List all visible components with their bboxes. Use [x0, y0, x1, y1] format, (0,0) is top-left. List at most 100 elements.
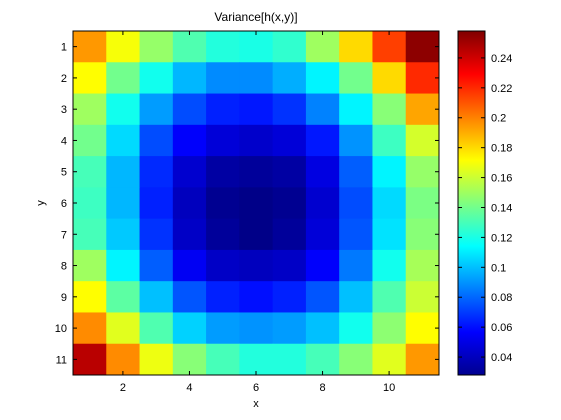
heatmap-cell: [339, 218, 373, 251]
heatmap-cell: [305, 62, 340, 95]
heatmap-cell: [239, 156, 274, 188]
heatmap-cell: [405, 31, 440, 63]
heatmap-cell: [106, 312, 141, 345]
heatmap-cell: [172, 281, 207, 313]
colorbar-tick-label: 0.24: [491, 53, 512, 65]
heatmap-cell: [405, 62, 440, 95]
heatmap-cell: [405, 312, 440, 345]
heatmap-cell: [172, 93, 207, 126]
heatmap-cell: [372, 281, 407, 313]
heatmap-cell: [305, 249, 340, 282]
heatmap-cell: [339, 281, 373, 313]
heatmap-cell: [206, 156, 240, 188]
heatmap-cell: [272, 156, 307, 188]
heatmap-cell: [172, 312, 207, 345]
heatmap-cell: [239, 31, 274, 63]
colorbar-tick-label: 0.12: [491, 232, 512, 244]
heatmap-cell: [305, 93, 340, 126]
heatmap-cell: [272, 281, 307, 313]
heatmap-cell: [272, 343, 307, 376]
heatmap-cell: [405, 249, 440, 282]
heatmap-cell: [272, 31, 307, 63]
heatmap-cell: [73, 62, 107, 95]
heatmap-cell: [139, 156, 174, 188]
x-tick-label: 4: [186, 382, 192, 394]
heatmap-cell: [139, 62, 174, 95]
heatmap-cell: [139, 249, 174, 282]
heatmap-cell: [206, 218, 240, 251]
heatmap-cell: [405, 281, 440, 313]
heatmap-cell: [405, 93, 440, 126]
heatmap-cell: [272, 249, 307, 282]
heatmap-cell: [172, 124, 207, 157]
heatmap-cell: [372, 124, 407, 157]
heatmap-cell: [339, 93, 373, 126]
heatmap-cell: [106, 249, 141, 282]
heatmap-cell: [405, 187, 440, 220]
x-axis-label: x: [253, 398, 259, 410]
colorbar-tick-label: 0.2: [491, 113, 506, 125]
y-axis-label: y: [35, 200, 47, 206]
heatmap-cell: [305, 124, 340, 157]
heatmap-cell: [139, 312, 174, 345]
heatmap-cell: [73, 31, 107, 63]
heatmap-cell: [73, 249, 107, 282]
heatmap-cell: [372, 343, 407, 376]
heatmap-cell: [339, 124, 373, 157]
heatmap-cell: [106, 281, 141, 313]
heatmap-cell: [139, 218, 174, 251]
heatmap-cell: [139, 124, 174, 157]
heatmap-cell: [305, 156, 340, 188]
heatmap-cell: [372, 93, 407, 126]
y-tick-label: 7: [61, 229, 67, 241]
heatmap-cell: [372, 312, 407, 345]
heatmap-cell: [239, 93, 274, 126]
heatmap-cell: [405, 124, 440, 157]
heatmap-cell: [305, 218, 340, 251]
colorbar: [457, 30, 486, 376]
y-tick-label: 1: [61, 42, 67, 54]
heatmap-cell: [339, 156, 373, 188]
heatmap-cell: [172, 218, 207, 251]
heatmap-cell: [372, 218, 407, 251]
heatmap-cell: [239, 218, 274, 251]
heatmap-cell: [206, 62, 240, 95]
x-tick-label: 6: [253, 382, 259, 394]
heatmap-cell: [372, 187, 407, 220]
heatmap-cell: [372, 249, 407, 282]
heatmap-cell: [239, 281, 274, 313]
heatmap-cell: [106, 156, 141, 188]
heatmap-cell: [372, 156, 407, 188]
heatmap-cell: [339, 312, 373, 345]
heatmap-cell: [272, 312, 307, 345]
chart-title: Variance[h(x,y)]: [214, 10, 297, 24]
heatmap-cell: [206, 187, 240, 220]
heatmap-cell: [206, 281, 240, 313]
heatmap-cell: [106, 62, 141, 95]
heatmap-cell: [206, 93, 240, 126]
heatmap-cell: [73, 218, 107, 251]
heatmap-cell: [106, 187, 141, 220]
heatmap-cell: [172, 187, 207, 220]
colorbar-tick-label: 0.18: [491, 143, 512, 155]
heatmap-cell: [106, 93, 141, 126]
x-axis-ticks: 2 4 6 8 10: [120, 31, 395, 394]
heatmap-cell: [405, 343, 440, 376]
heatmap-cell: [239, 62, 274, 95]
y-axis-ticks: 1 2 3 4 5 6 7 8 9 10 11: [55, 42, 439, 366]
heatmap-cell: [106, 218, 141, 251]
heatmap-cell: [106, 31, 141, 63]
heatmap-cell: [73, 93, 107, 126]
heatmap-cell: [73, 312, 107, 345]
heatmap-cell: [73, 124, 107, 157]
colorbar-tick-label: 0.14: [491, 202, 512, 214]
y-tick-label: 9: [61, 292, 67, 304]
heatmap-cell: [372, 62, 407, 95]
heatmap-cell: [239, 249, 274, 282]
heatmap-cells: [73, 31, 440, 376]
y-tick-label: 11: [56, 354, 67, 366]
x-tick-label: 8: [319, 382, 325, 394]
heatmap-cell: [139, 281, 174, 313]
heatmap-cell: [172, 343, 207, 376]
heatmap-cell: [172, 62, 207, 95]
